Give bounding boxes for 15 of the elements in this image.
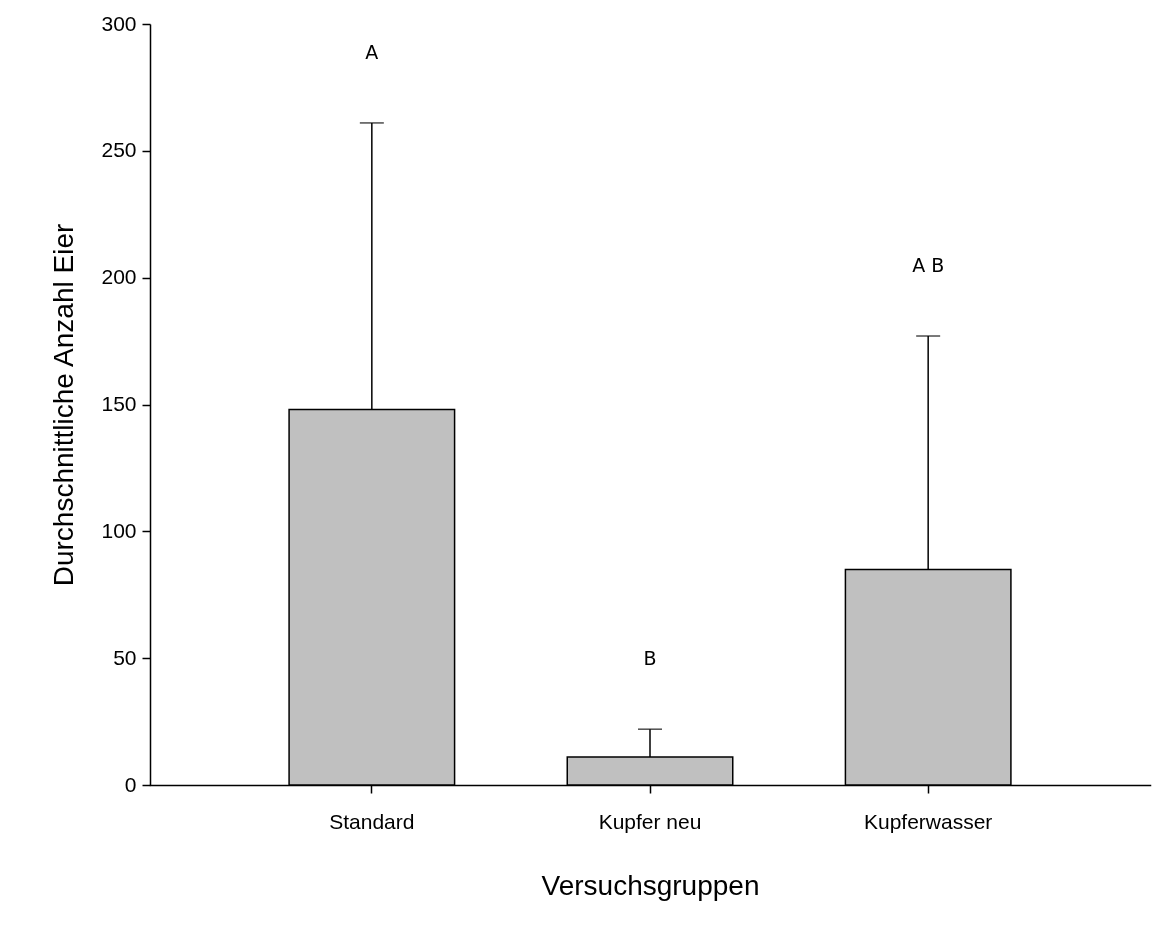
y-tick-label: 200 (101, 265, 137, 289)
y-axis-title: Durchschnittliche Anzahl Eier (48, 223, 80, 587)
y-tick-label: 150 (101, 392, 137, 415)
x-tick-label: Standard (329, 809, 415, 833)
x-tick-label: Kupfer neu (598, 809, 702, 833)
y-tick-label: 300 (101, 11, 137, 35)
y-tick-label: 250 (101, 138, 137, 162)
x-axis-title: Versuchsgruppen (541, 869, 760, 901)
y-tick-label: 50 (113, 645, 137, 669)
annotation: A B (912, 254, 945, 277)
y-tick-label: 100 (101, 518, 137, 542)
annotation: A (365, 40, 379, 63)
annotation: B (643, 647, 657, 670)
y-tick-label: 0 (124, 772, 137, 796)
x-tick-label: Kupferwasser (863, 809, 993, 833)
